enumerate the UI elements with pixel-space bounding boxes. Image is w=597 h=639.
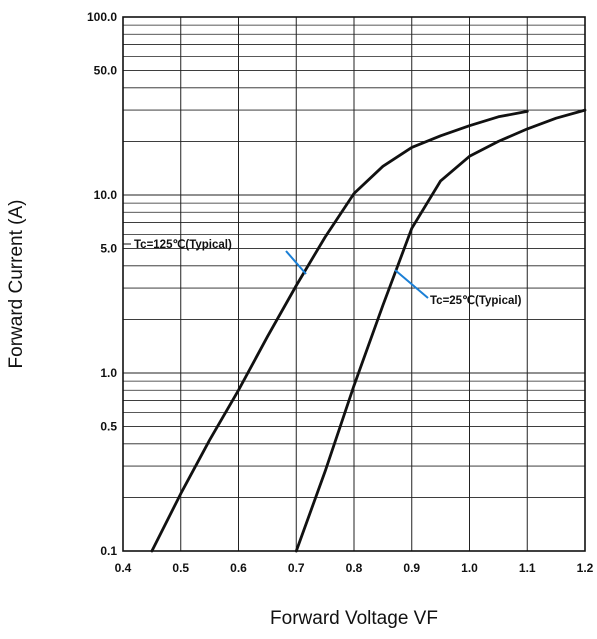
y-tick-label: 5.0	[100, 242, 117, 256]
x-tick-label: 0.8	[346, 561, 363, 575]
x-tick-labels: 0.4 0.5 0.6 0.7 0.8 0.9 1.0 1.1 1.2	[115, 561, 594, 575]
x-tick-label: 0.6	[230, 561, 247, 575]
y-tick-label: 0.5	[100, 420, 117, 434]
x-tick-label: 0.4	[115, 561, 132, 575]
x-tick-label: 0.5	[172, 561, 189, 575]
series-label-1: Tc=25℃(Typical)	[430, 294, 522, 307]
y-tick-label: 10.0	[94, 188, 118, 202]
y-tick-labels: 0.1 0.5 1.0 5.0 10.0 50.0 100.0	[87, 10, 117, 558]
y-tick-label: 0.1	[100, 544, 117, 558]
x-tick-label: 0.9	[403, 561, 420, 575]
series-annotations: Tc=125℃(Typical) Tc=25℃(Typical)	[123, 238, 522, 307]
x-axis-title: Forward Voltage VF	[270, 608, 438, 629]
leader-line-1	[394, 269, 429, 299]
x-tick-label: 1.0	[461, 561, 478, 575]
leader-line-0	[285, 250, 307, 275]
y-tick-label: 1.0	[100, 366, 117, 380]
y-axis-title: Forward Current (A)	[6, 200, 27, 369]
y-tick-label: 100.0	[87, 10, 117, 24]
series-line-1	[294, 108, 587, 553]
plot-frame	[122, 16, 586, 552]
series-label-0: Tc=125℃(Typical)	[134, 238, 232, 251]
series-line-0	[150, 110, 529, 553]
series-curves	[150, 108, 587, 553]
x-tick-label: 1.2	[577, 561, 594, 575]
x-tick-label: 0.7	[288, 561, 305, 575]
x-tick-label: 1.1	[519, 561, 536, 575]
y-tick-label: 50.0	[94, 64, 118, 78]
